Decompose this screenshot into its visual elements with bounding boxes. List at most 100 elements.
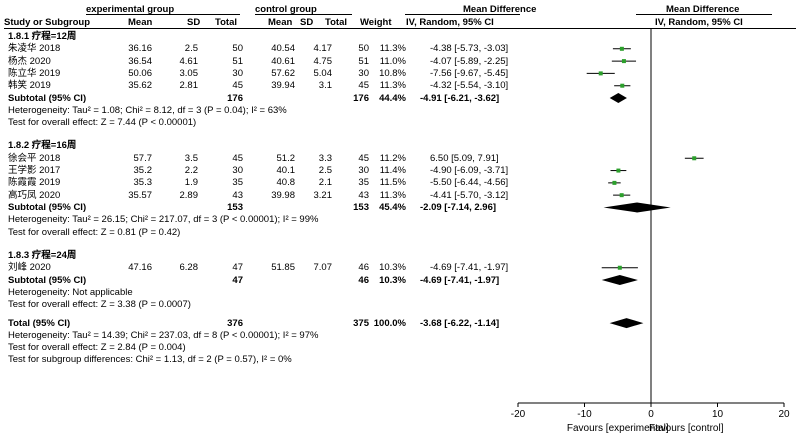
ctl-mean-header: Mean — [268, 17, 293, 28]
x-tick-label: -20 — [511, 409, 526, 420]
subtotal-ci-text: -4.91 [-6.21, -3.62] — [420, 92, 500, 104]
total-label: Total (95% CI) — [8, 317, 71, 329]
pooled-diamond — [603, 202, 671, 213]
c-sd-cell: 3.21 — [313, 189, 333, 201]
c-n-cell: 153 — [353, 201, 369, 213]
ctl-sd-header: SD — [300, 17, 314, 28]
c-n-cell: 35 — [358, 177, 369, 189]
c-mean-cell: 39.94 — [271, 80, 295, 92]
e-sd-cell: 3.5 — [184, 152, 198, 164]
e-sd-cell: 2.89 — [179, 189, 199, 201]
heterogeneity-text: Heterogeneity: Not applicable — [8, 286, 133, 298]
ci-text: -4.69 [-7.41, -1.97] — [430, 262, 509, 274]
exp-group-header: experimental group — [86, 4, 175, 15]
x-tick-label: -10 — [577, 409, 592, 420]
e-n-cell: 45 — [232, 80, 243, 92]
subtotal-label: Subtotal (95% CI) — [8, 274, 87, 286]
e-mean-cell: 47.16 — [128, 262, 152, 274]
e-n-cell: 47 — [232, 274, 243, 286]
ci-text: -4.32 [-5.54, -3.10] — [430, 80, 509, 92]
total-overall-effect-text: Test for overall effect: Z = 2.84 (P = 0… — [8, 342, 186, 354]
e-mean-cell: 35.2 — [133, 165, 153, 177]
c-mean-cell: 40.1 — [276, 165, 296, 177]
weight-cell: 100.0% — [373, 317, 406, 329]
e-mean-cell: 35.62 — [128, 80, 152, 92]
x-tick-label: 0 — [648, 409, 654, 420]
e-n-cell: 47 — [232, 262, 243, 274]
pooled-diamond — [609, 318, 644, 329]
study-name: 杨杰 2020 — [8, 55, 51, 67]
study-column-header: Study or Subgroup — [4, 17, 91, 28]
weight-cell: 10.3% — [379, 274, 406, 286]
study-marker — [692, 156, 697, 161]
e-mean-cell: 35.3 — [133, 177, 153, 189]
e-sd-cell: 1.9 — [184, 177, 198, 189]
e-n-cell: 51 — [232, 55, 243, 67]
subtotal-ci-text: -4.69 [-7.41, -1.97] — [420, 274, 500, 286]
study-marker — [620, 83, 625, 88]
c-mean-cell: 39.98 — [271, 189, 295, 201]
c-sd-cell: 3.1 — [318, 80, 332, 92]
e-n-cell: 50 — [232, 43, 243, 55]
weight-cell: 11.5% — [379, 177, 406, 189]
c-mean-cell: 40.8 — [276, 177, 296, 189]
weight-cell: 11.2% — [379, 152, 406, 164]
e-n-cell: 176 — [227, 92, 243, 104]
study-marker — [598, 71, 603, 76]
c-n-cell: 375 — [353, 317, 369, 329]
overall-effect-text: Test for overall effect: Z = 0.81 (P = 0… — [8, 226, 181, 238]
weight-cell: 11.3% — [379, 43, 406, 55]
e-sd-cell: 2.5 — [184, 43, 198, 55]
subgroup-differences-text: Test for subgroup differences: Chi² = 1.… — [8, 354, 292, 366]
c-n-cell: 176 — [353, 92, 369, 104]
e-n-cell: 376 — [227, 317, 243, 329]
favours-left-label: Favours [experimental] — [567, 423, 669, 434]
e-mean-cell: 57.7 — [133, 152, 153, 164]
study-name: 韩笑 2019 — [8, 80, 51, 92]
ci-text: -4.07 [-5.89, -2.25] — [430, 55, 509, 67]
c-n-cell: 30 — [358, 165, 369, 177]
study-marker — [619, 46, 624, 51]
c-sd-cell: 2.5 — [318, 165, 332, 177]
x-tick-label: 20 — [778, 409, 790, 420]
c-n-cell: 45 — [358, 152, 369, 164]
subtotal-label: Subtotal (95% CI) — [8, 201, 87, 213]
e-mean-cell: 36.54 — [128, 55, 152, 67]
ctl-group-header: control group — [255, 4, 317, 15]
pooled-diamond — [609, 93, 627, 103]
md-method-header: IV, Random, 95% CI — [406, 17, 494, 28]
weight-cell: 11.0% — [379, 55, 406, 67]
ci-text: -5.50 [-6.44, -4.56] — [430, 177, 509, 189]
c-sd-cell: 2.1 — [318, 177, 332, 189]
study-marker — [619, 193, 624, 198]
x-tick-label: 10 — [712, 409, 724, 420]
ci-text: 6.50 [5.09, 7.91] — [430, 152, 499, 164]
c-n-cell: 30 — [358, 67, 369, 79]
total-ci-text: -3.68 [-6.22, -1.14] — [420, 317, 500, 329]
study-marker — [621, 59, 626, 64]
total-heterogeneity-text: Heterogeneity: Tau² = 14.39; Chi² = 237.… — [8, 329, 319, 341]
weight-cell: 11.3% — [379, 80, 406, 92]
subgroup-label: 1.8.1 疗程=12周 — [8, 31, 77, 42]
c-sd-cell: 4.75 — [313, 55, 333, 67]
study-marker — [616, 168, 621, 173]
study-name: 王学影 2017 — [8, 165, 61, 177]
ctl-total-header: Total — [325, 17, 347, 28]
weight-cell: 11.4% — [379, 165, 406, 177]
c-mean-cell: 40.54 — [271, 43, 295, 55]
e-sd-cell: 4.61 — [179, 55, 199, 67]
exp-mean-header: Mean — [128, 17, 153, 28]
md-header: Mean Difference — [463, 4, 537, 15]
e-mean-cell: 50.06 — [128, 67, 152, 79]
c-mean-cell: 40.61 — [271, 55, 295, 67]
subtotal-label: Subtotal (95% CI) — [8, 92, 87, 104]
heterogeneity-text: Heterogeneity: Tau² = 1.08; Chi² = 8.12,… — [8, 104, 287, 116]
study-name: 徐会平 2018 — [8, 152, 61, 164]
c-mean-cell: 51.2 — [276, 152, 296, 164]
e-n-cell: 35 — [232, 177, 243, 189]
study-name: 刘峰 2020 — [8, 262, 51, 274]
weight-header: Weight — [360, 17, 392, 28]
c-sd-cell: 7.07 — [313, 262, 333, 274]
study-name: 陈霞霞 2019 — [8, 177, 61, 189]
